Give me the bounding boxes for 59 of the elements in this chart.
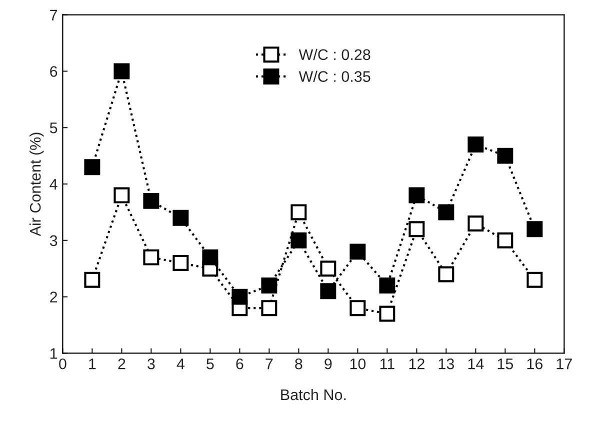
point bbox=[468, 136, 484, 153]
point bbox=[290, 232, 307, 248]
point bbox=[350, 300, 366, 316]
y-tick-label: 5 bbox=[50, 122, 58, 134]
point bbox=[379, 278, 396, 294]
x-tick-label: 17 bbox=[556, 358, 572, 370]
x-tick-label: 12 bbox=[409, 358, 424, 370]
x-tick-label: 6 bbox=[236, 358, 244, 370]
point bbox=[232, 288, 248, 305]
point bbox=[468, 215, 484, 232]
point bbox=[114, 187, 130, 204]
point bbox=[261, 300, 278, 316]
x-tick-label: 3 bbox=[148, 358, 155, 370]
x-tick-label: 9 bbox=[324, 358, 332, 370]
point bbox=[350, 244, 366, 260]
point bbox=[379, 306, 396, 322]
point bbox=[320, 260, 336, 277]
point bbox=[438, 204, 454, 220]
x-tick-label: 1 bbox=[89, 358, 96, 370]
x-tick-label: 8 bbox=[295, 358, 302, 370]
point bbox=[408, 187, 425, 204]
y-tick-label: 4 bbox=[50, 179, 58, 190]
x-tick-label: 4 bbox=[176, 358, 184, 370]
x-tick-label: 13 bbox=[438, 358, 454, 370]
x-tick-label: 7 bbox=[266, 358, 273, 370]
point bbox=[172, 210, 189, 226]
legend-label: W/C : 0.35 bbox=[298, 70, 370, 82]
point bbox=[143, 249, 160, 266]
x-tick-label: 10 bbox=[350, 358, 366, 370]
point bbox=[261, 278, 278, 294]
y-tick-label: 3 bbox=[50, 235, 58, 246]
x-axis-title: Batch No. bbox=[281, 388, 346, 400]
point bbox=[84, 159, 100, 176]
point bbox=[526, 221, 543, 238]
point bbox=[202, 249, 218, 266]
x-tick-label: 14 bbox=[468, 358, 484, 370]
y-tick-label: 1 bbox=[50, 348, 58, 359]
point bbox=[143, 192, 160, 209]
x-tick-label: 2 bbox=[118, 358, 126, 370]
y-axis-title: Air Content (%) bbox=[30, 132, 44, 236]
y-tick-label: 2 bbox=[50, 292, 58, 302]
x-tick-label: 15 bbox=[498, 358, 514, 370]
point bbox=[526, 272, 543, 288]
point bbox=[438, 266, 454, 282]
point bbox=[408, 221, 425, 238]
point bbox=[290, 204, 307, 220]
point bbox=[172, 254, 189, 271]
x-tick-label: 5 bbox=[206, 358, 214, 370]
legend-label: W/C : 0.28 bbox=[298, 48, 370, 60]
point bbox=[84, 272, 100, 288]
x-tick-label: 11 bbox=[380, 358, 394, 370]
point bbox=[497, 232, 514, 248]
point bbox=[320, 283, 336, 300]
point bbox=[497, 148, 514, 164]
x-tick-label: 0 bbox=[59, 358, 66, 370]
point bbox=[114, 63, 130, 80]
y-tick-label: 6 bbox=[50, 66, 58, 77]
y-tick-label: 7 bbox=[50, 10, 58, 20]
x-tick-label: 16 bbox=[527, 358, 542, 370]
